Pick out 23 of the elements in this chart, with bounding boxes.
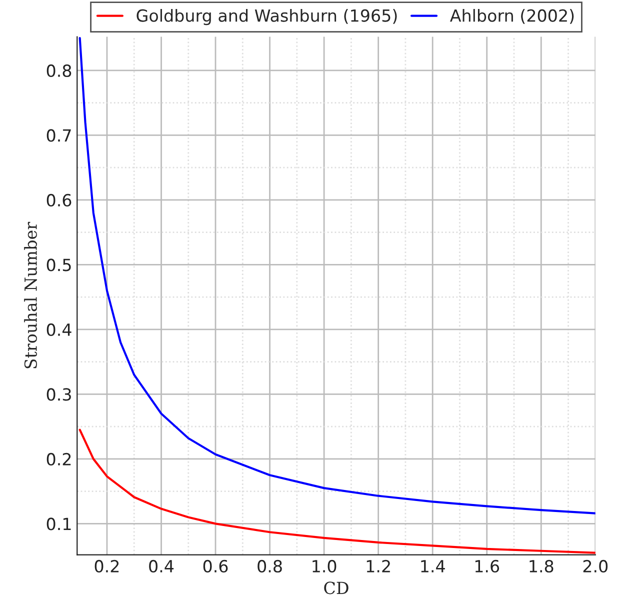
y-tick-label: 0.1: [46, 518, 71, 530]
y-tick-label: 0.6: [46, 194, 72, 207]
legend-label: Ahlborn (2002): [450, 8, 574, 24]
x-tick-label: 1.0: [312, 560, 336, 573]
x-axis-title: CD: [324, 582, 348, 594]
y-tick-label: 0.8: [46, 64, 72, 78]
y-tick-label: 0.5: [46, 258, 71, 272]
x-tick-label: 0.8: [258, 560, 282, 573]
x-tick-label: 0.4: [149, 560, 174, 573]
x-tick-label: 1.4: [421, 560, 445, 572]
x-tick-label: 1.6: [475, 560, 500, 573]
y-tick-label: 0.2: [46, 452, 71, 466]
x-tick-label: 1.2: [366, 560, 390, 572]
x-tick-label: 0.6: [203, 560, 228, 573]
y-axis-title: Strouhal Number: [24, 222, 37, 368]
y-tick-label: 0.3: [46, 388, 71, 401]
y-tick-label: 0.7: [46, 129, 71, 142]
x-tick-label: 1.8: [530, 560, 554, 573]
x-tick-label: 0.2: [94, 560, 119, 573]
line-series: [78, 37, 596, 514]
x-tick-label: 2.0: [583, 560, 608, 573]
y-tick-label: 0.4: [46, 323, 72, 336]
legend-label: Goldburg and Washburn (1965): [136, 8, 397, 26]
